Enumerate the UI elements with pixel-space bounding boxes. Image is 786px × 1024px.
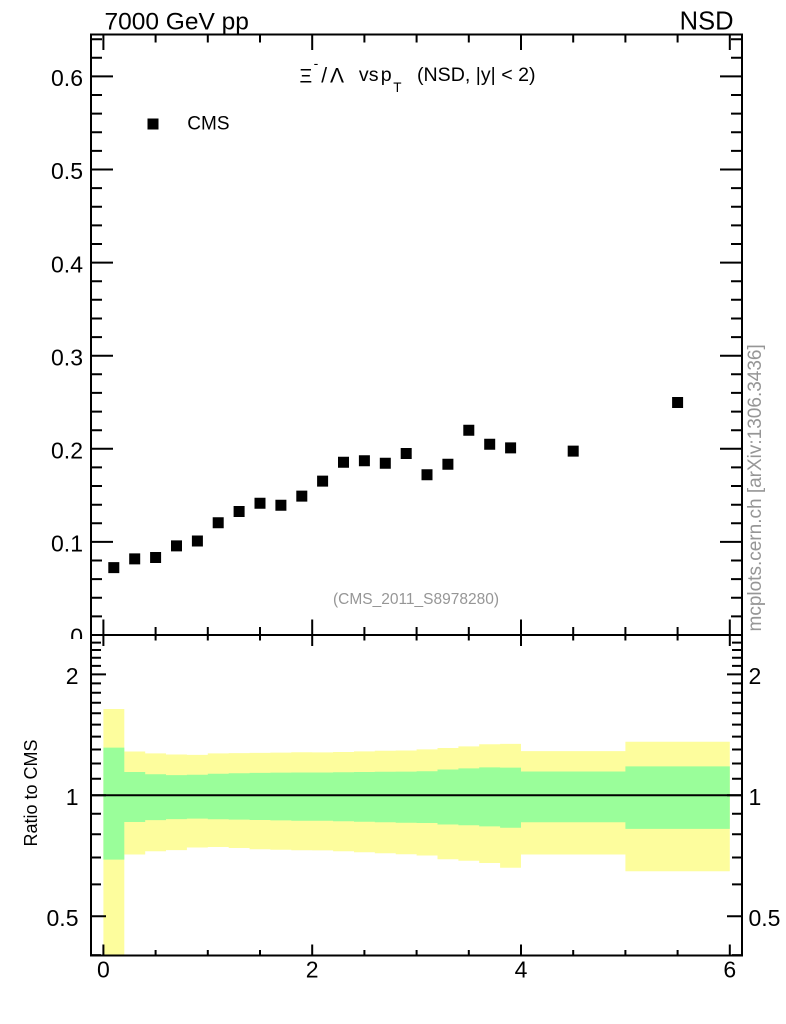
svg-text:0.6: 0.6 (51, 65, 83, 91)
svg-text:0.2: 0.2 (51, 438, 83, 464)
svg-text:Λ: Λ (330, 64, 344, 87)
svg-text:p: p (381, 64, 392, 86)
svg-text:CMS: CMS (187, 114, 229, 135)
svg-text:T: T (393, 80, 401, 95)
svg-text:Ξ: Ξ (300, 65, 313, 87)
svg-text:vs: vs (359, 64, 379, 86)
svg-text:2: 2 (306, 957, 319, 983)
svg-text:0.5: 0.5 (47, 905, 79, 931)
svg-text:2: 2 (749, 663, 762, 689)
svg-text:1: 1 (749, 784, 762, 810)
svg-text:-: - (314, 55, 319, 71)
svg-text:NSD: NSD (680, 8, 734, 36)
svg-text:4: 4 (515, 957, 528, 983)
svg-text:/: / (321, 65, 327, 88)
svg-text:0.1: 0.1 (51, 531, 83, 557)
svg-text:0: 0 (97, 957, 110, 983)
svg-text:1: 1 (66, 784, 79, 810)
svg-text:0.5: 0.5 (749, 905, 781, 931)
svg-text:0.4: 0.4 (51, 251, 83, 277)
svg-text:0.3: 0.3 (51, 344, 83, 370)
svg-text:mcplots.cern.ch [arXiv:1306.34: mcplots.cern.ch [arXiv:1306.3436] (745, 344, 766, 631)
svg-text:6: 6 (723, 957, 736, 983)
svg-text:2: 2 (66, 663, 79, 689)
svg-text:Ratio to CMS: Ratio to CMS (21, 739, 41, 846)
svg-text:7000 GeV pp: 7000 GeV pp (105, 8, 249, 35)
svg-text:0.5: 0.5 (51, 158, 83, 184)
svg-text:(NSD, |y| < 2): (NSD, |y| < 2) (417, 64, 536, 86)
svg-text:(CMS_2011_S8978280): (CMS_2011_S8978280) (333, 591, 499, 608)
